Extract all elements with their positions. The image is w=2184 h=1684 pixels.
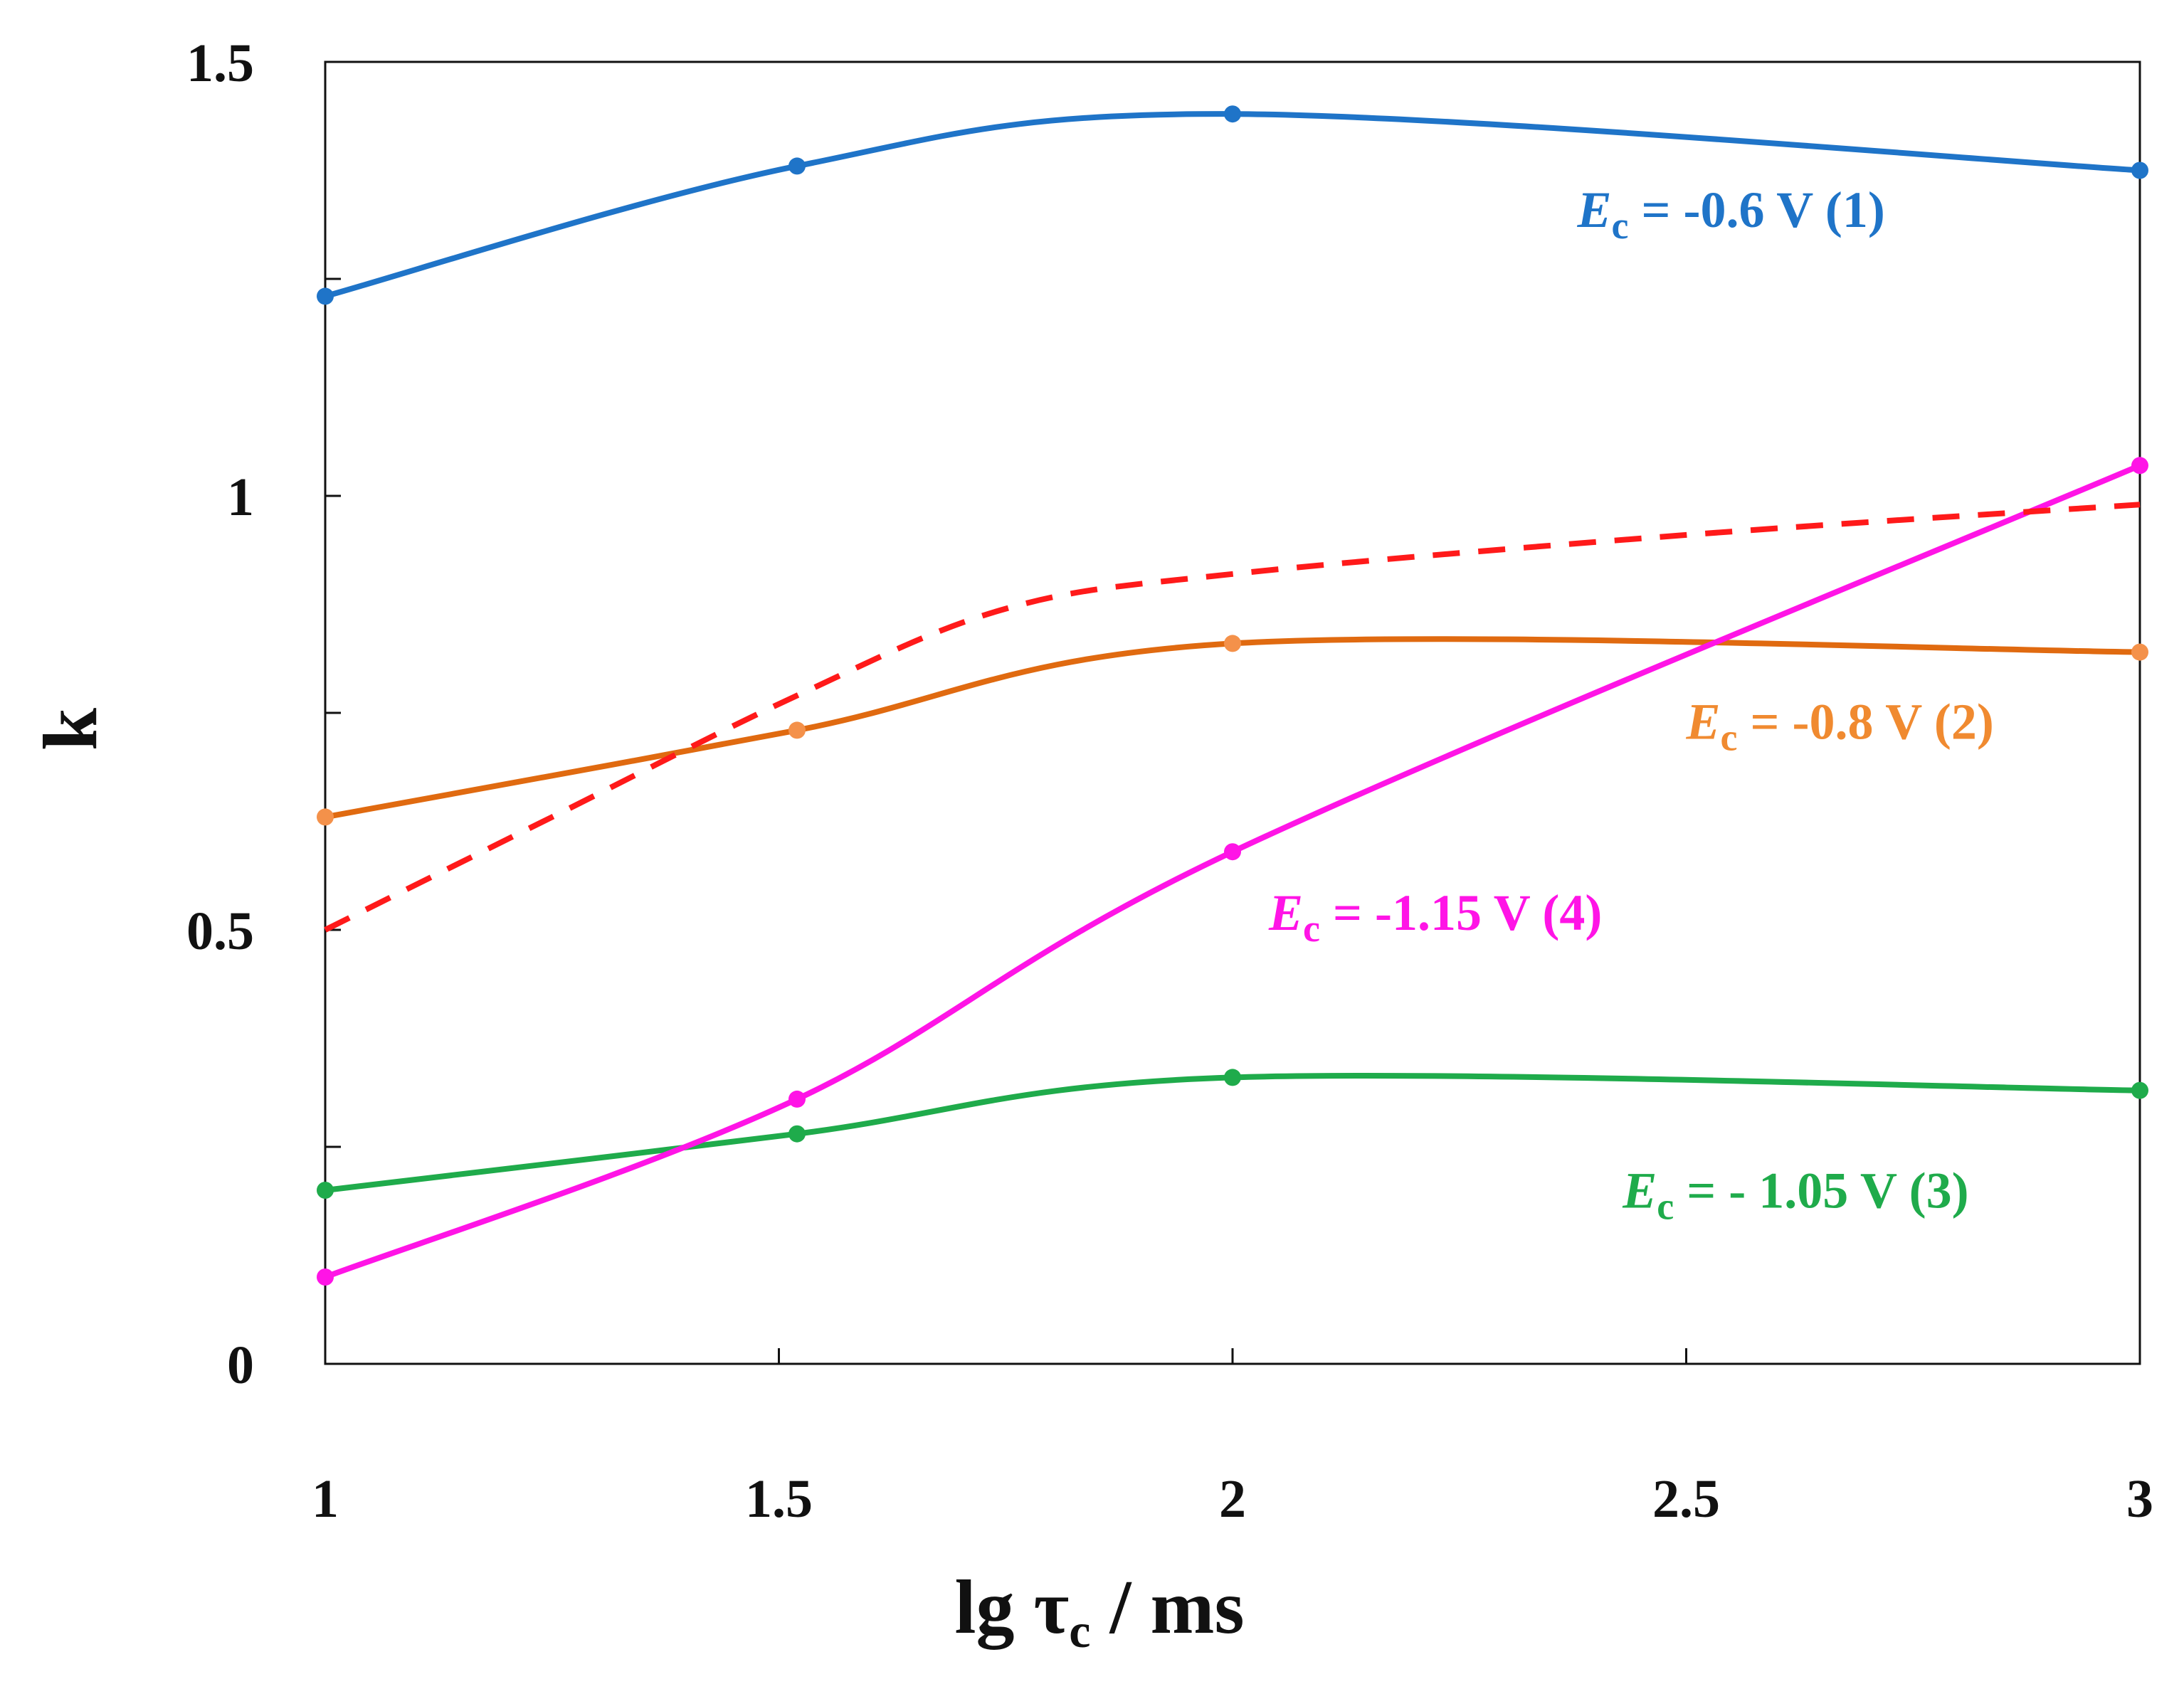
x-tick-label: 2	[1219, 1469, 1246, 1529]
series-label-2: Ec = -0.8 V (2)	[1686, 694, 1994, 759]
tick-labels: 1 1.5 2 2.5 3 0 0.5 1 1.5	[186, 33, 2153, 1529]
series-point	[317, 1182, 334, 1199]
x-tick-label: 2.5	[1652, 1469, 1720, 1529]
series-point	[317, 1269, 334, 1286]
series-point	[2131, 643, 2148, 661]
x-axis-title-suffix: / ms	[1090, 1565, 1244, 1650]
series-point	[317, 287, 334, 305]
series-point	[788, 1125, 806, 1143]
series-line-3	[322, 1073, 2143, 1193]
series-point	[788, 721, 806, 739]
x-tick-label: 3	[2126, 1469, 2153, 1529]
series-markers	[317, 105, 2148, 1286]
series-point	[1224, 105, 1241, 123]
x-axis-title: lg τc / ms	[955, 1565, 1245, 1658]
series-point	[788, 157, 806, 175]
y-tick-label: 1	[227, 467, 254, 527]
series-point	[1224, 1069, 1241, 1086]
series-point	[1224, 635, 1241, 652]
x-tick-label: 1	[312, 1469, 339, 1529]
x-tick-label: 1.5	[745, 1469, 813, 1529]
series-label-1: Ec = -0.6 V (1)	[1577, 181, 1885, 247]
series-point	[317, 808, 334, 826]
series-point	[2131, 161, 2148, 179]
series-point	[788, 1090, 806, 1108]
series-labels: Ec = -0.6 V (1) Ec = -0.8 V (2) Ec = - 1.0…	[1268, 181, 1994, 1228]
x-axis-title-sub: c	[1069, 1604, 1090, 1658]
series-point	[2131, 457, 2148, 475]
y-axis-title: k	[28, 708, 113, 751]
y-tick-label: 0	[227, 1335, 254, 1395]
series-label-3: Ec = - 1.05 V (3)	[1622, 1162, 1968, 1227]
series-line-1	[322, 111, 2143, 300]
x-axis-title-main: lg τ	[955, 1565, 1070, 1650]
axis-ticks	[324, 60, 2141, 1365]
series-point	[2131, 1081, 2148, 1099]
series-label-4: Ec = -1.15 V (4)	[1268, 884, 1602, 950]
series-line-4	[322, 462, 2143, 1280]
y-tick-label: 1.5	[186, 33, 254, 93]
series-line-5	[324, 502, 2141, 933]
y-tick-label: 0.5	[186, 901, 254, 961]
series-line-2	[322, 636, 2143, 820]
series-point	[1224, 843, 1241, 861]
series-lines	[322, 111, 2143, 1280]
